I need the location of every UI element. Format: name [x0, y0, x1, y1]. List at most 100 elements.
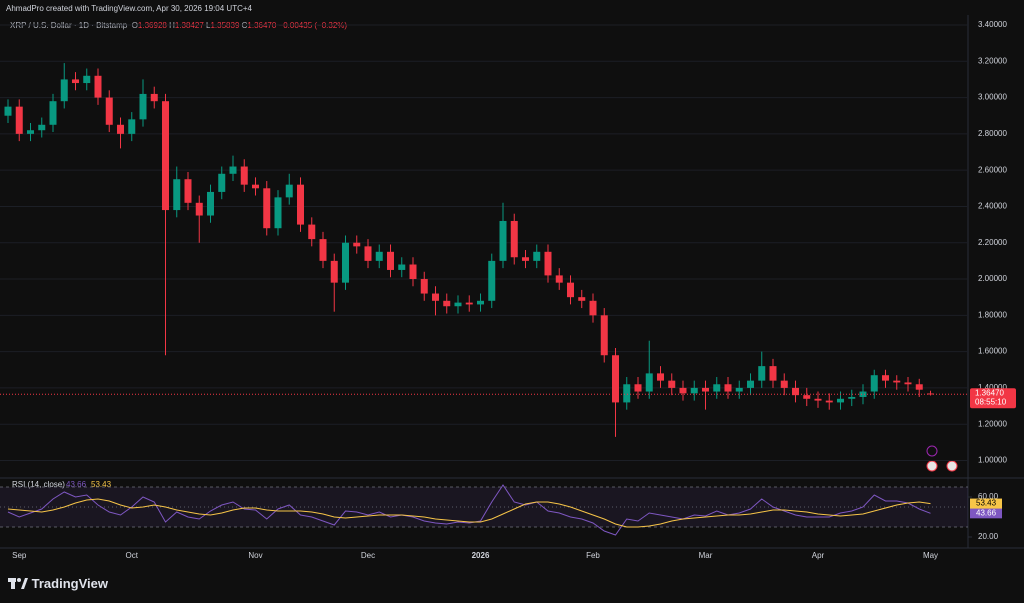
candle-body [432, 293, 439, 301]
candle-body [263, 188, 271, 229]
candle-body [747, 380, 754, 388]
y-tick-label: 1.60000 [978, 347, 1007, 356]
change: −0.00435 (−0.32%) [278, 21, 348, 30]
candle-body [139, 93, 147, 120]
candle-body [27, 130, 34, 134]
candle-body [117, 124, 124, 134]
y-tick-label: 2.20000 [978, 238, 1007, 247]
y-tick-label: 3.20000 [978, 56, 1007, 65]
symbol: XRP / U.S. Dollar · 1D · Bitstamp [10, 21, 128, 30]
price-box [970, 388, 1016, 409]
candle-body [60, 79, 68, 102]
candle-body [904, 382, 912, 385]
candle-body [477, 300, 484, 305]
candle-body [825, 400, 833, 403]
candle-body [623, 384, 631, 403]
candle-body [578, 297, 586, 301]
event-icon [926, 445, 938, 457]
value-box-label: 53.43 [976, 499, 997, 508]
rsi-title: RSI (14, close) [12, 480, 65, 489]
rsi-line [7, 484, 931, 536]
candle-body [162, 101, 169, 211]
candle-body [454, 302, 462, 307]
brand: TradingView [31, 576, 108, 591]
candle-body [465, 302, 473, 305]
candle-body [38, 124, 46, 131]
rsi-line [7, 498, 931, 528]
candle-body [555, 275, 563, 283]
value-box-label: 43.66 [976, 508, 997, 517]
footer: TradingView [8, 576, 108, 591]
candle-body [510, 220, 518, 258]
value-box [970, 498, 1002, 509]
candle-body [274, 197, 282, 229]
chart: RSI (14, close) 43.66 53.43 1.00000 1.200… [0, 15, 1024, 560]
candle-body [915, 384, 923, 390]
x-tick-label: Oct [126, 551, 139, 560]
candle-body [15, 106, 23, 134]
y-tick-label: 1.40000 [978, 383, 1007, 392]
x-tick-label: Dec [361, 551, 375, 560]
candle-body [679, 387, 687, 394]
y-tick-label: 3.00000 [978, 93, 1007, 102]
candle-body [150, 93, 158, 102]
candle-body [724, 384, 732, 392]
candle-body [353, 242, 361, 247]
candle-body [105, 97, 113, 125]
candle-body [364, 246, 372, 261]
candle-body [668, 380, 676, 388]
candle-body [735, 387, 743, 392]
candle-body [657, 373, 664, 381]
candle-body [837, 398, 844, 403]
candle-body [240, 166, 248, 185]
candle-body [409, 264, 417, 280]
ohlc-value: 1.36470 [247, 21, 277, 30]
candle-body [488, 260, 496, 301]
y-tick-label: 1.20000 [978, 419, 1007, 428]
candle-body [758, 366, 766, 381]
candle-body [792, 387, 799, 396]
x-tick-label: Mar [699, 551, 713, 560]
candle-body [702, 387, 709, 392]
candle-body [207, 191, 214, 216]
ohlc-key: L [206, 21, 211, 30]
candle-body [567, 282, 574, 298]
candle-body [229, 166, 237, 174]
candle-body [645, 373, 653, 392]
x-tick-label: May [923, 551, 938, 560]
candle-body [769, 366, 777, 381]
candle-body [94, 75, 102, 98]
x-tick-label: Feb [586, 551, 600, 560]
candle-body [420, 279, 428, 294]
candle-body [713, 384, 721, 392]
candle-body [72, 79, 79, 84]
logo-icon [8, 578, 28, 589]
x-tick-label: Sep [12, 551, 27, 560]
candle-body [499, 220, 507, 261]
candle-body [83, 75, 91, 84]
candle-body [882, 375, 889, 381]
candle-body [893, 380, 901, 383]
countdown: 08:55:10 [975, 397, 1007, 406]
candle-body [690, 387, 698, 394]
candle-body [870, 375, 878, 392]
candle-body [252, 184, 259, 189]
caption: AhmadPro created with TradingView.com, A… [6, 4, 252, 13]
candle-body [780, 380, 788, 388]
candle-body [600, 315, 608, 356]
candle-body [859, 391, 867, 397]
candle-body [308, 224, 316, 240]
candle-body [173, 179, 181, 211]
rsi-legend-value: 43.66 [66, 480, 87, 489]
candle-body [342, 242, 349, 283]
candle-body [375, 251, 383, 261]
candle-body [285, 184, 293, 198]
candle-body [128, 119, 136, 134]
legend: XRP / U.S. Dollar · 1D · Bitstamp O1.369… [10, 21, 347, 30]
candle-body [612, 355, 619, 403]
y-tick-label: 2.00000 [978, 274, 1007, 283]
x-tick-label: 2026 [472, 551, 490, 560]
y-tick-label: 1.80000 [978, 310, 1007, 319]
candle-body [814, 398, 822, 401]
candle-body [319, 239, 327, 261]
